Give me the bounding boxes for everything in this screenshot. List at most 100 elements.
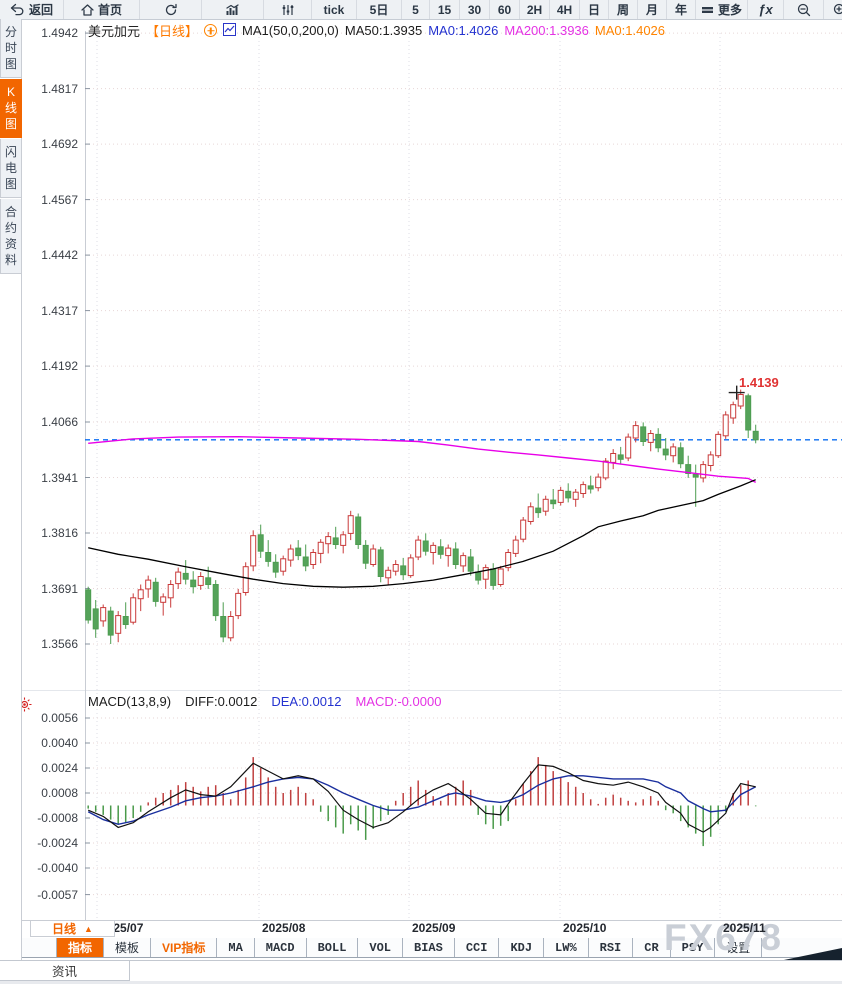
tab-cr[interactable]: CR [633,938,671,957]
tab-bias[interactable]: BIAS [403,938,455,957]
tab-cci[interactable]: CCI [455,938,500,957]
high-price-label: 1.4139 [739,375,779,390]
add-symbol-icon[interactable] [204,24,218,37]
home-button-label: 首页 [97,2,122,17]
interval-30-button[interactable]: 30 [460,0,490,19]
interval-tick-button-label: tick [323,2,345,17]
macd-header: MACD(13,8,9) DIFF:0.0012 DEA:0.0012 MACD… [88,694,441,709]
fx-button-label: ƒx [758,1,773,17]
tab-lw[interactable]: LW% [544,938,589,957]
refresh-icon [164,3,178,17]
home-button[interactable]: 首页 [64,0,140,19]
macd-hist-value: MACD:-0.0000 [355,694,442,709]
symbol-name: 美元加元 [88,24,141,39]
tab-boll[interactable]: BOLL [307,938,359,957]
zoom-out-icon [797,3,811,17]
bar-chart-icon [225,3,240,16]
macd-axis: 0.0056 0.0040 0.0024 0.0008 -0.0008 -0.0024 -0… [0,0,81,920]
y-axis-label: 1.4942 [41,26,78,41]
interval-year-button[interactable]: 年 [667,0,696,19]
y-axis-label: 1.3566 [41,637,78,651]
interval-2h-button[interactable]: 2H [520,0,550,19]
xaxis-row [22,920,842,938]
x-axis-label: 2025/10 [563,921,607,935]
interval-15-button-label: 15 [437,2,452,17]
x-axis-label: 2025/11 [723,921,766,935]
refresh-button[interactable] [140,0,202,19]
tab-rsi[interactable]: RSI [589,938,634,957]
zoom-out-button[interactable] [784,0,824,19]
interval-5-button[interactable]: 5 [402,0,430,19]
interval-month-button-label: 月 [645,2,658,17]
interval-60-button-label: 60 [497,2,512,17]
ma0-orange-value: MA0:1.4026 [594,23,666,38]
mini-chart-icon[interactable] [223,22,237,39]
macd-axis-label: 0.0024 [41,761,78,775]
back-button-label: 返回 [28,2,53,17]
tab-psy[interactable]: PSY [671,938,716,957]
tab-settings[interactable]: 设置 [715,938,763,957]
interval-30-button-label: 30 [467,2,482,17]
zoom-in-icon [833,3,842,17]
candlestick-plot[interactable] [85,19,842,920]
tab-indicator[interactable]: 指标 [56,938,105,957]
bottom-strip [0,981,842,984]
tab-template[interactable]: 模板 [104,938,152,957]
chart-header: 美元加元 【日线】 MA1(50,0,200,0) MA50:1.3935 MA… [88,21,665,40]
up-triangle-icon: ▲ [84,923,93,934]
y-axis-label: 1.4317 [41,303,78,318]
y-axis-label: 1.4817 [41,81,78,96]
tab-time-chart[interactable]: 分时图 [0,19,22,78]
period-selector-label: 日线 [52,922,77,936]
back-arrow-icon [10,3,25,16]
period-selector[interactable]: 日线 ▲ [30,920,115,937]
interval-day-button-label: 日 [587,2,600,17]
tab-ma[interactable]: MA [217,938,255,957]
x-axis-label: 2025/09 [412,921,456,935]
tab-lightning-chart[interactable]: 闪电图 [0,139,22,198]
interval-15-button[interactable]: 15 [430,0,460,19]
chart-style-button[interactable] [202,0,264,19]
macd-dea-value: DEA:0.0012 [271,694,342,709]
ma50-value: MA50:1.3935 [344,23,423,38]
macd-axis-label: 0.0040 [41,736,78,750]
interval-month-button[interactable]: 月 [638,0,667,19]
interval-week-button[interactable]: 周 [609,0,638,19]
interval-day-button[interactable]: 日 [580,0,609,19]
interval-4h-button[interactable]: 4H [550,0,580,19]
interval-5d-button-label: 5日 [369,2,389,17]
interval-60-button[interactable]: 60 [490,0,520,19]
macd-axis-label: -0.0008 [37,811,78,825]
more-button[interactable]: 更多 [696,0,748,19]
y-axis-label: 1.4692 [41,137,78,152]
news-bar: 资讯 [0,960,842,982]
macd-axis-label: -0.0057 [37,887,78,902]
fx-button[interactable]: ƒx [748,0,784,19]
tab-vol[interactable]: VOL [358,938,404,957]
interval-year-button-label: 年 [674,2,687,17]
back-button[interactable]: 返回 [0,0,64,19]
interval-4h-button-label: 4H [556,2,573,17]
tab-contract-info[interactable]: 合约资料 [0,199,22,274]
zoom-in-button[interactable] [824,0,842,19]
interval-5d-button[interactable]: 5日 [357,0,402,19]
macd-axis-label: -0.0040 [37,861,78,875]
draw-tools-button[interactable] [264,0,312,19]
price-axis: 1.4942 1.4817 1.4692 1.4567 1.4442 1.4317 1.41… [0,0,81,920]
macd-diff-value: DIFF:0.0012 [185,694,258,709]
interval-2h-button-label: 2H [526,2,543,17]
tab-macd[interactable]: MACD [255,938,307,957]
pane-divider [22,690,842,691]
interval-tick-button[interactable]: tick [312,0,357,19]
period-tag: 【日线】 [146,24,199,39]
menu-icon [701,5,714,15]
top-toolbar: 返回 首页 tick 5日 5 15 30 60 2H 4H 日 周 月 年 更多 ƒx [0,0,842,20]
macd-axis-label: 0.0008 [41,786,78,800]
tab-vip-indicator[interactable]: VIP指标 [151,938,218,957]
tab-news[interactable]: 资讯 [0,961,130,981]
tab-kdj[interactable]: KDJ [499,938,545,957]
sliders-icon [282,4,294,16]
more-button-label: 更多 [717,2,742,17]
